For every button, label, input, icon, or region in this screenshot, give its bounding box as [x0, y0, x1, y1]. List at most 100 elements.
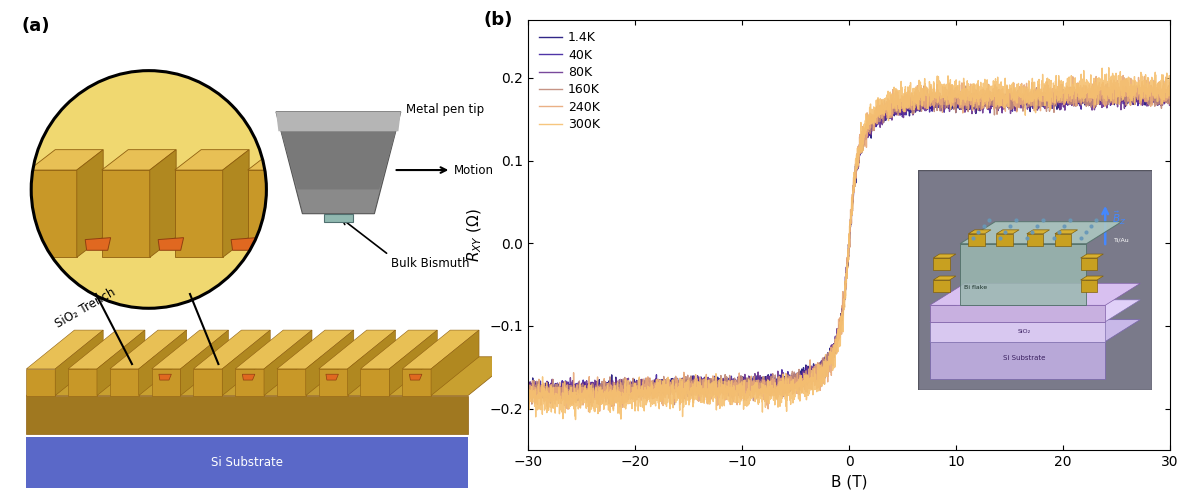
40K	[796, 378, 810, 384]
Polygon shape	[930, 322, 1105, 342]
40K	[521, 384, 535, 390]
240K	[632, 388, 647, 394]
40K	[1163, 94, 1177, 100]
Polygon shape	[26, 357, 516, 396]
Polygon shape	[247, 170, 295, 258]
Polygon shape	[151, 369, 180, 396]
1.4K	[594, 380, 608, 386]
Polygon shape	[1027, 230, 1050, 234]
80K	[521, 382, 535, 388]
1.4K	[1158, 86, 1172, 92]
Circle shape	[31, 70, 266, 308]
Text: Si Substrate: Si Substrate	[1003, 355, 1045, 361]
Text: Bi flake: Bi flake	[964, 285, 986, 290]
Polygon shape	[402, 330, 479, 369]
Polygon shape	[235, 330, 312, 369]
Polygon shape	[930, 342, 1105, 379]
Polygon shape	[934, 254, 956, 258]
Line: 240K: 240K	[528, 76, 1170, 411]
FancyBboxPatch shape	[26, 437, 468, 488]
Polygon shape	[934, 280, 949, 292]
40K	[1062, 87, 1076, 93]
Polygon shape	[326, 374, 338, 380]
Polygon shape	[175, 150, 250, 170]
Line: 160K: 160K	[528, 81, 1170, 406]
240K	[594, 396, 608, 402]
Polygon shape	[232, 238, 257, 250]
FancyBboxPatch shape	[918, 170, 1152, 390]
Polygon shape	[996, 234, 1013, 246]
Polygon shape	[1081, 276, 1103, 280]
160K	[767, 387, 781, 393]
Polygon shape	[968, 234, 985, 246]
300K	[632, 396, 647, 402]
1.4K	[1151, 98, 1165, 104]
Polygon shape	[193, 369, 222, 396]
Polygon shape	[276, 112, 401, 214]
Polygon shape	[1027, 234, 1043, 246]
300K	[796, 385, 810, 391]
300K	[594, 396, 608, 402]
Polygon shape	[77, 150, 103, 258]
Polygon shape	[968, 230, 991, 234]
Polygon shape	[102, 150, 176, 170]
160K	[1147, 78, 1162, 84]
Polygon shape	[68, 369, 97, 396]
1.4K	[632, 394, 647, 400]
Polygon shape	[409, 374, 422, 380]
40K	[632, 383, 647, 389]
Polygon shape	[26, 369, 55, 396]
Polygon shape	[277, 369, 306, 396]
Polygon shape	[242, 374, 254, 380]
Polygon shape	[1055, 234, 1072, 246]
80K	[796, 376, 810, 382]
Text: Motion: Motion	[454, 164, 493, 176]
Polygon shape	[139, 330, 187, 396]
Polygon shape	[930, 284, 1140, 306]
300K	[521, 386, 535, 392]
Polygon shape	[247, 150, 322, 170]
300K	[1163, 86, 1177, 92]
160K	[796, 379, 810, 385]
Polygon shape	[85, 238, 110, 250]
Text: Metal pen tip: Metal pen tip	[406, 103, 484, 116]
1.4K	[1081, 96, 1096, 102]
1.4K	[565, 394, 580, 400]
160K	[605, 403, 619, 409]
40K	[571, 398, 586, 404]
Polygon shape	[193, 330, 270, 369]
Polygon shape	[277, 330, 354, 369]
Polygon shape	[97, 330, 145, 396]
Text: PMMA Cap: PMMA Cap	[1008, 311, 1040, 316]
Polygon shape	[222, 330, 270, 396]
300K	[1102, 64, 1116, 70]
160K	[521, 374, 535, 380]
Text: SiO₂ Trench: SiO₂ Trench	[53, 286, 118, 331]
300K	[767, 397, 781, 403]
Text: Si Substrate: Si Substrate	[211, 456, 283, 469]
80K	[544, 400, 558, 406]
Polygon shape	[110, 330, 187, 369]
Polygon shape	[175, 170, 223, 258]
Polygon shape	[1081, 280, 1097, 292]
40K	[1081, 92, 1096, 98]
Line: 80K: 80K	[528, 86, 1170, 403]
Polygon shape	[324, 214, 353, 222]
80K	[1163, 98, 1177, 103]
Polygon shape	[306, 330, 354, 396]
Polygon shape	[960, 222, 1122, 244]
Polygon shape	[150, 150, 176, 258]
Polygon shape	[223, 150, 250, 258]
160K	[594, 386, 608, 392]
240K	[1151, 86, 1165, 91]
160K	[632, 392, 647, 398]
Text: Ti/Au: Ti/Au	[1114, 238, 1129, 243]
Polygon shape	[264, 330, 312, 396]
Line: 300K: 300K	[528, 68, 1170, 420]
Polygon shape	[102, 170, 150, 258]
Text: (b): (b)	[484, 12, 512, 30]
Text: $\vec{B}_Z$: $\vec{B}_Z$	[1112, 210, 1127, 227]
Text: (a): (a)	[22, 18, 50, 36]
Polygon shape	[930, 300, 1140, 322]
Line: 1.4K: 1.4K	[528, 90, 1170, 398]
